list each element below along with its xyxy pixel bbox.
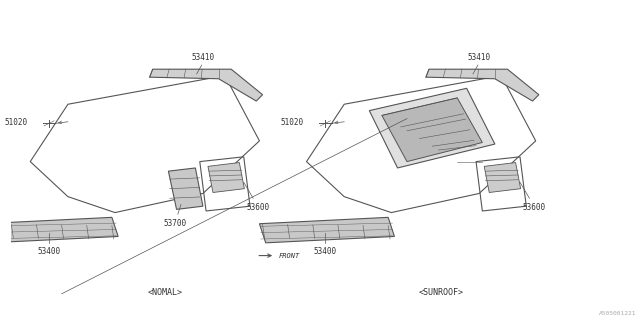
Polygon shape bbox=[426, 69, 539, 101]
Text: 51020: 51020 bbox=[280, 118, 303, 127]
Text: 53410: 53410 bbox=[468, 53, 491, 62]
Text: 53400: 53400 bbox=[38, 247, 61, 256]
Text: 53410: 53410 bbox=[191, 53, 214, 62]
Polygon shape bbox=[0, 217, 118, 243]
Polygon shape bbox=[259, 217, 394, 243]
Polygon shape bbox=[369, 88, 495, 168]
Text: 53700: 53700 bbox=[163, 219, 186, 228]
Polygon shape bbox=[382, 98, 483, 162]
Text: <NOMAL>: <NOMAL> bbox=[148, 288, 183, 297]
Text: <SUNROOF>: <SUNROOF> bbox=[419, 288, 464, 297]
Text: 51020: 51020 bbox=[4, 118, 27, 127]
Text: FRONT: FRONT bbox=[278, 252, 300, 259]
Text: 53400: 53400 bbox=[314, 247, 337, 256]
Text: 53600: 53600 bbox=[523, 203, 546, 212]
Polygon shape bbox=[484, 163, 520, 193]
Polygon shape bbox=[168, 168, 203, 209]
Polygon shape bbox=[208, 163, 244, 193]
Text: 53600: 53600 bbox=[246, 203, 269, 212]
Polygon shape bbox=[150, 69, 262, 101]
Text: A505001221: A505001221 bbox=[598, 311, 636, 316]
